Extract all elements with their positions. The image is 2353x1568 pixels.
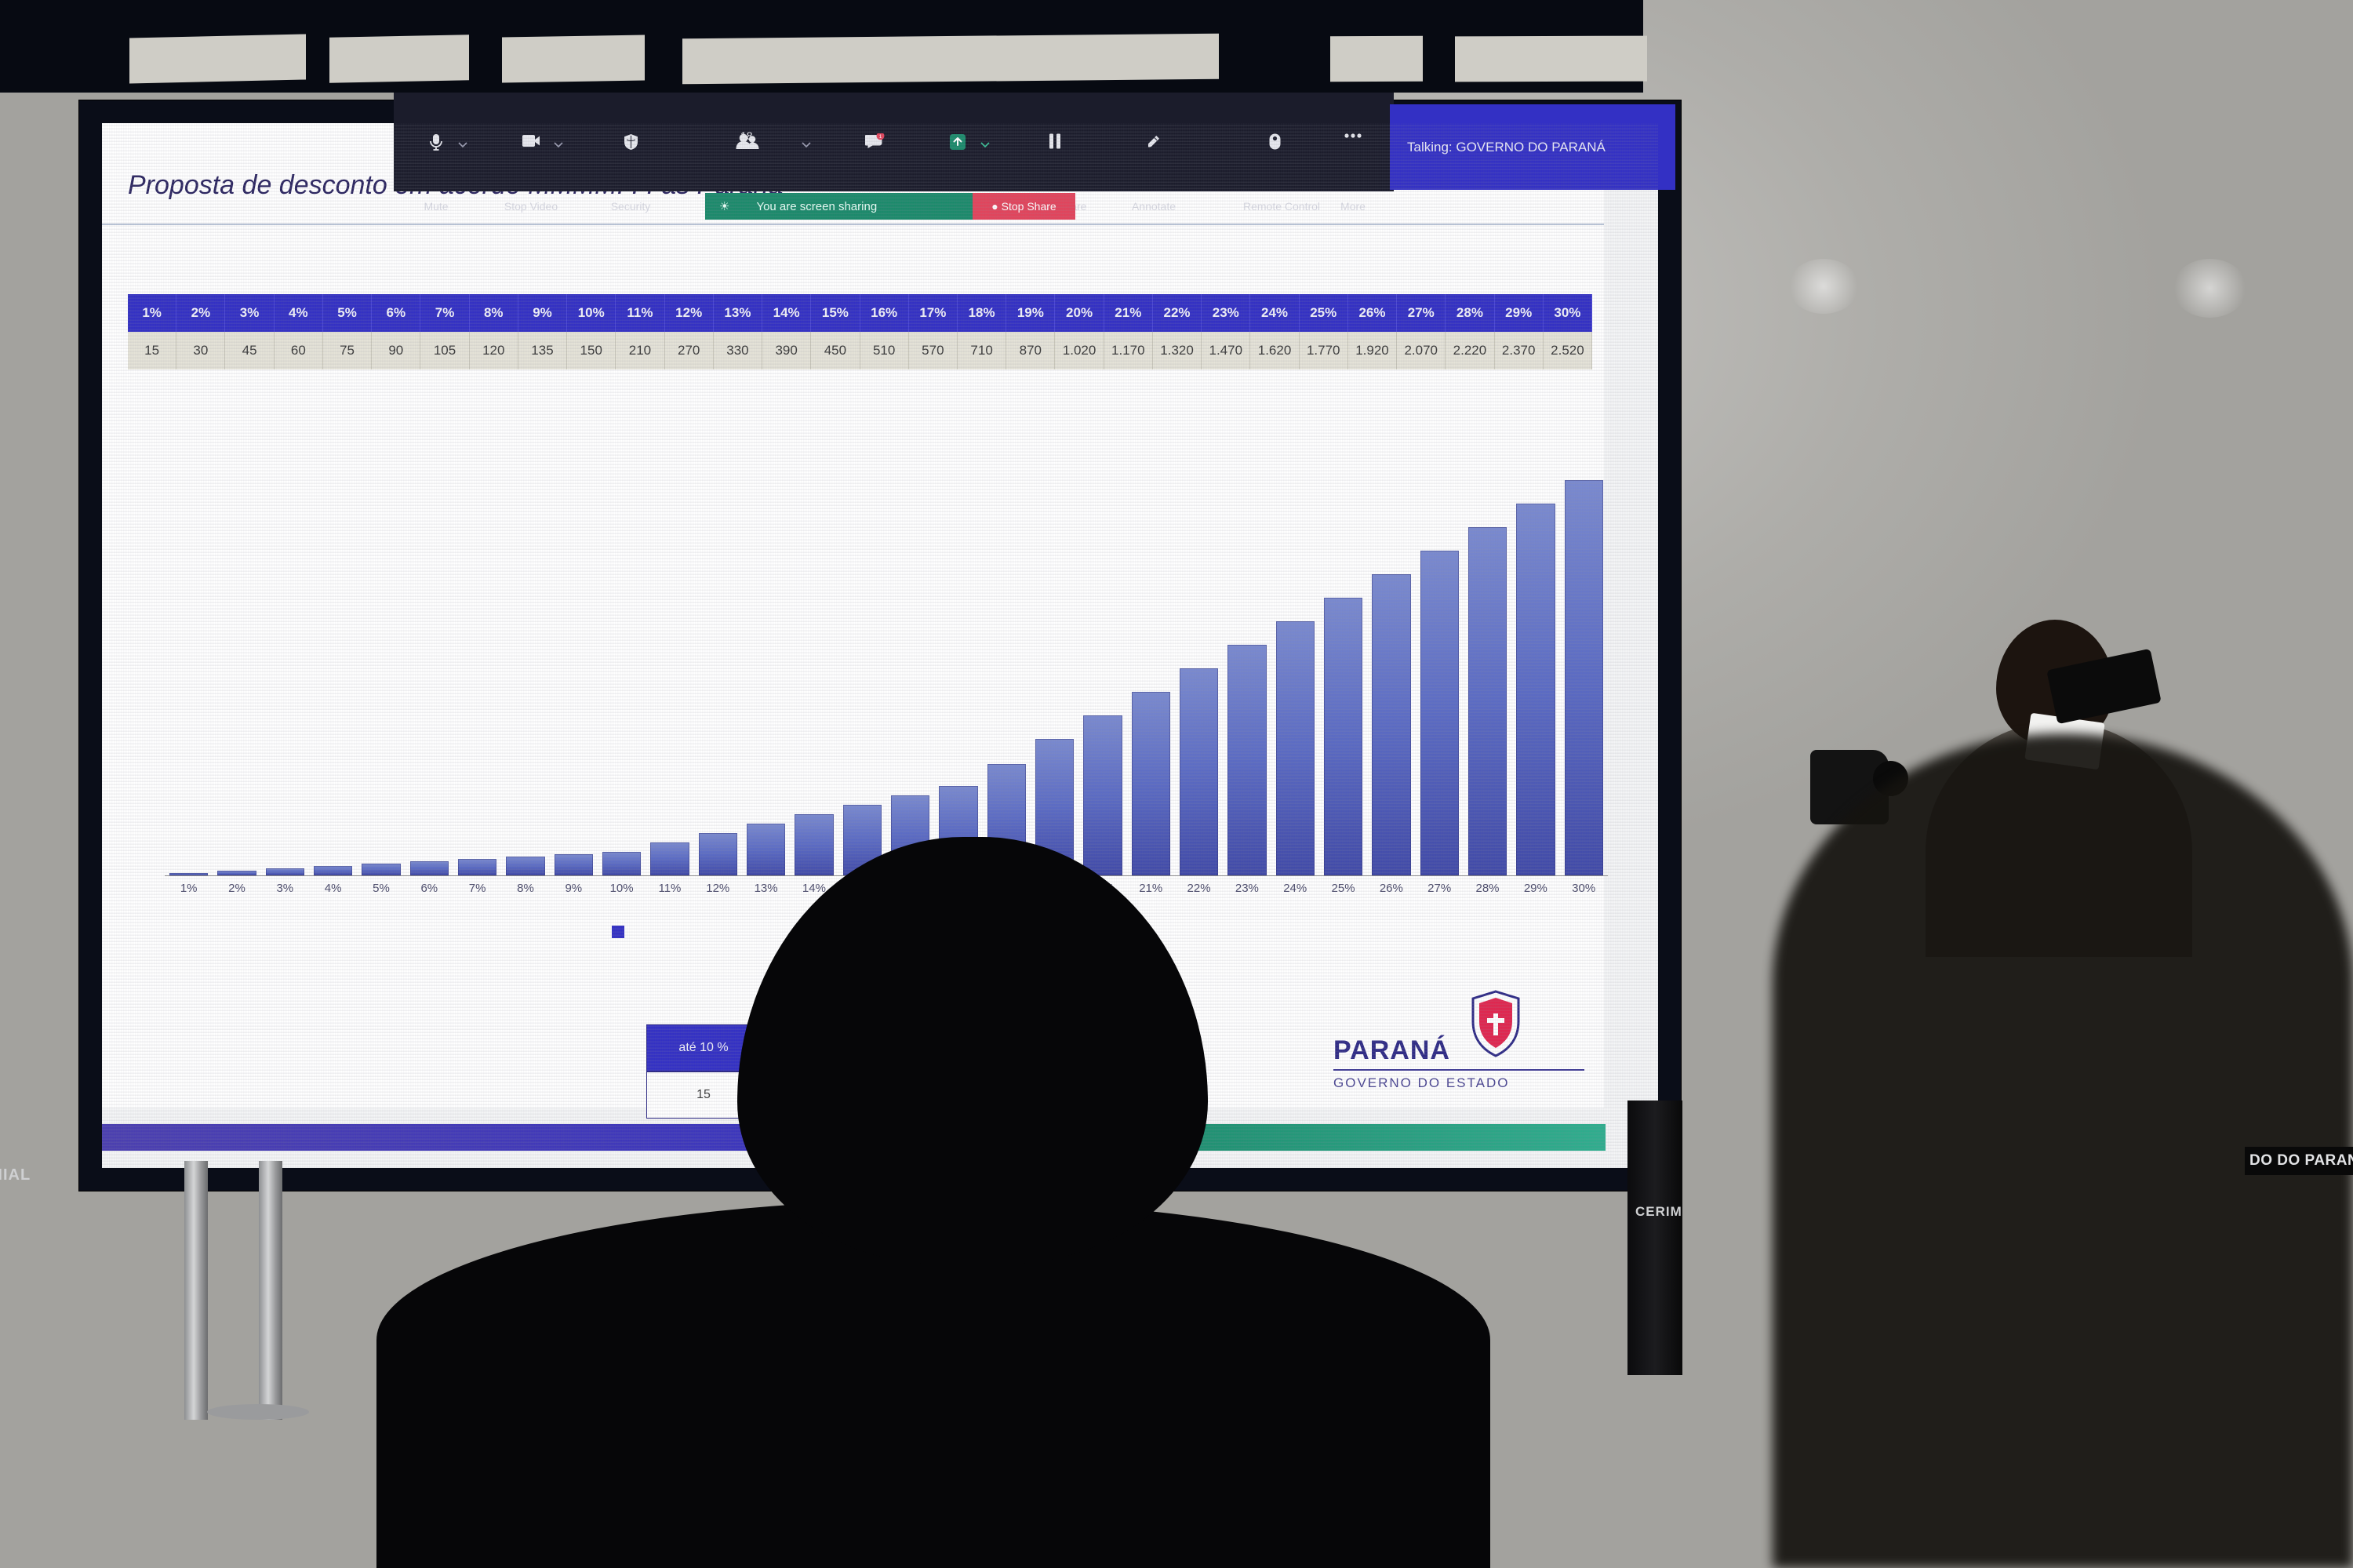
svg-text:1: 1 <box>878 134 882 140</box>
